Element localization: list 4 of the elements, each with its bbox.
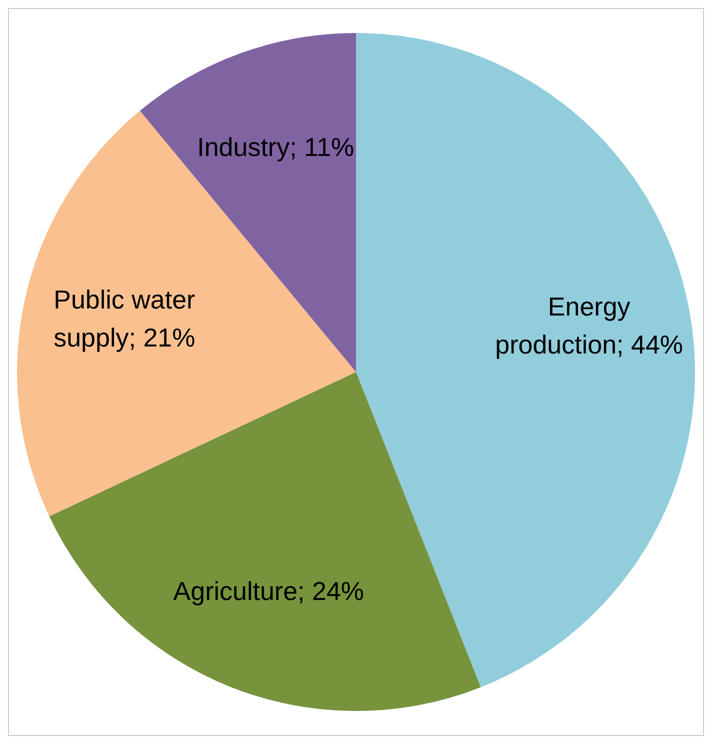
slice-label: Industry; 11%	[197, 132, 354, 162]
slice-label: Agriculture; 24%	[173, 576, 364, 606]
slice-label: Energy production; 44%	[495, 292, 684, 360]
slice-label: Public water supply; 21%	[54, 284, 196, 352]
